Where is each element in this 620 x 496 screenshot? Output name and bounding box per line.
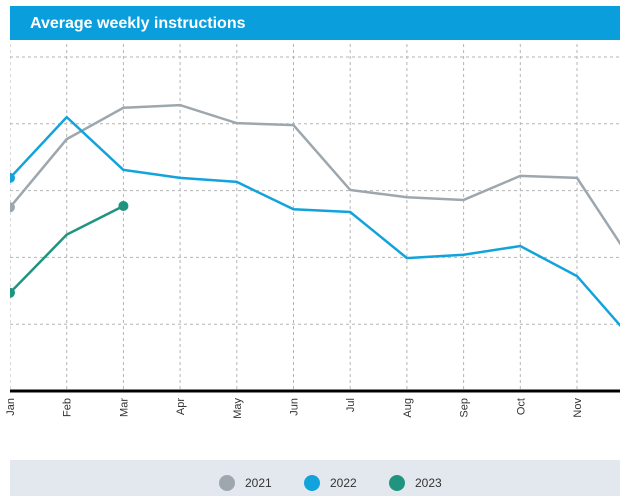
x-tick-label: Feb <box>62 398 74 417</box>
end-point <box>118 200 129 211</box>
legend-swatch <box>389 475 405 491</box>
legend-swatch <box>219 475 235 491</box>
legend-label: 2021 <box>245 476 272 490</box>
x-tick-label: Oct <box>515 398 527 415</box>
end-point <box>10 172 15 183</box>
end-point <box>10 202 15 213</box>
chart-title: Average weekly instructions <box>30 15 246 32</box>
x-tick-label: Sep <box>459 398 471 418</box>
series-line <box>10 204 124 294</box>
x-tick-label: Mar <box>118 398 130 417</box>
plot-area <box>10 44 620 392</box>
x-tick-label: Jan <box>5 398 17 416</box>
x-tick-label: Jun <box>289 398 301 416</box>
series-line <box>10 115 620 328</box>
x-tick-label: May <box>232 398 244 419</box>
header-bar <box>10 6 620 40</box>
end-point <box>10 287 15 298</box>
x-tick-label: Nov <box>572 398 584 418</box>
x-tick-label: Aug <box>402 398 414 418</box>
legend-label: 2023 <box>415 476 442 490</box>
legend-swatch <box>304 475 320 491</box>
x-tick-label: Jul <box>345 398 357 412</box>
x-tick-label: Apr <box>175 398 187 415</box>
series-line <box>10 103 620 246</box>
legend-label: 2022 <box>330 476 357 490</box>
